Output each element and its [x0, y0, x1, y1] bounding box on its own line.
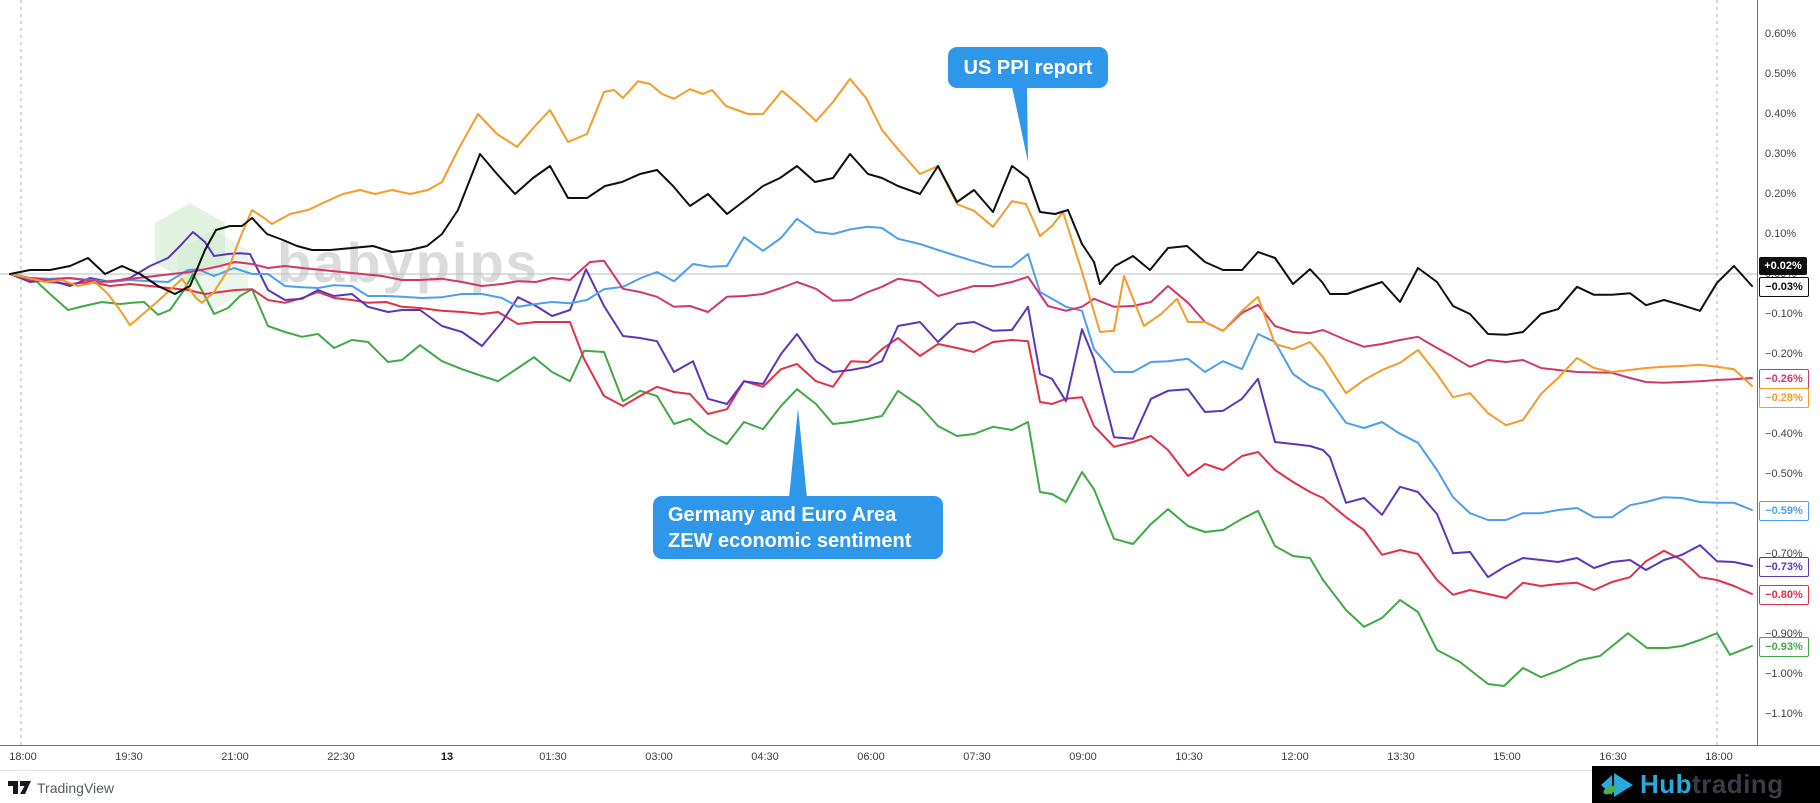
- price-value: −0.59%: [1759, 501, 1809, 521]
- price-axis-line: [1757, 0, 1758, 745]
- x-axis-tick-label: 07:30: [963, 751, 991, 763]
- y-axis-tick-label: 0.10%: [1765, 228, 1797, 240]
- y-axis-tick-label: 0.60%: [1765, 28, 1797, 40]
- price-value: −0.73%: [1759, 557, 1809, 577]
- x-axis-tick-label: 10:30: [1175, 751, 1203, 763]
- hubtrading-word-primary: Hub: [1640, 769, 1693, 799]
- y-axis-tick-label: 0.50%: [1765, 68, 1797, 80]
- series-line-usdaud[interactable]: [9, 231, 1753, 579]
- y-axis-tick-label: 0.30%: [1765, 148, 1797, 160]
- y-axis-tick-label: 0.40%: [1765, 108, 1797, 120]
- hubtrading-word-secondary: trading: [1692, 769, 1784, 799]
- x-axis-tick-label: 22:30: [327, 751, 355, 763]
- series-line-usdeur[interactable]: [9, 217, 1753, 521]
- x-axis-tick-label: 01:30: [539, 751, 567, 763]
- x-axis-tick-label: 13:30: [1387, 751, 1415, 763]
- x-axis-tick-label: 18:00: [9, 751, 37, 763]
- price-value: −0.03%: [1759, 277, 1809, 297]
- callout-zew-economic-sentiment[interactable]: Germany and Euro Area ZEW economic sentim…: [653, 496, 943, 559]
- y-axis-tick-label: −0.50%: [1765, 468, 1803, 480]
- price-value: −0.93%: [1759, 637, 1809, 657]
- watermark-text: babypips: [277, 231, 539, 294]
- x-axis-tick-label: 06:00: [857, 751, 885, 763]
- x-axis-tick-label: 15:00: [1493, 751, 1521, 763]
- x-axis-tick-label: 04:30: [751, 751, 779, 763]
- price-chart-canvas[interactable]: babypips: [0, 0, 1757, 745]
- y-axis-tick-label: −0.40%: [1765, 428, 1803, 440]
- tradingview-attribution[interactable]: TradingView: [8, 779, 114, 796]
- x-axis-tick-label: 03:00: [645, 751, 673, 763]
- hubtrading-logo-icon: [1601, 772, 1633, 797]
- price-value: −0.26%: [1759, 369, 1809, 389]
- y-axis-tick-label: −0.20%: [1765, 348, 1803, 360]
- series-line-usdnzd[interactable]: [9, 273, 1753, 687]
- axis-bottom-separator: [0, 770, 1820, 771]
- callout-text: US PPI report: [963, 56, 1093, 79]
- time-axis-line: [0, 745, 1820, 746]
- x-axis-tick-label: 18:00: [1705, 751, 1733, 763]
- y-axis-tick-label: −1.00%: [1765, 668, 1803, 680]
- price-value: +0.02%: [1759, 257, 1807, 275]
- x-axis-tick-label: 19:30: [115, 751, 143, 763]
- callout-us-ppi-report[interactable]: US PPI report: [948, 47, 1108, 88]
- callout-text: Germany and Euro Area: [668, 503, 897, 526]
- x-axis-tick-label: 12:00: [1281, 751, 1309, 763]
- x-axis-tick-label: 13: [440, 751, 454, 763]
- price-value: −0.80%: [1759, 585, 1809, 605]
- x-axis-tick-label: 09:00: [1069, 751, 1097, 763]
- x-axis-tick-label: 16:30: [1599, 751, 1627, 763]
- tradingview-label: TradingView: [37, 779, 115, 796]
- series-line-usdchf[interactable]: [9, 153, 1753, 336]
- callout-text: ZEW economic sentiment: [668, 529, 912, 552]
- price-value: −0.28%: [1759, 388, 1809, 408]
- hubtrading-banner: Hub trading: [1592, 766, 1820, 803]
- series-line-usdjpy[interactable]: [9, 77, 1753, 427]
- y-axis-tick-label: −0.10%: [1765, 308, 1803, 320]
- y-axis-tick-label: 0.20%: [1765, 188, 1797, 200]
- series-line-usdcad[interactable]: [9, 259, 1753, 384]
- babypips-hexagon-icon: [155, 203, 225, 283]
- tradingview-logo-icon: [8, 781, 31, 794]
- y-axis-tick-label: −1.10%: [1765, 708, 1803, 720]
- callout-tail-zew-economic-sentiment: [789, 408, 807, 498]
- x-axis-tick-label: 21:00: [221, 751, 249, 763]
- callout-tail-us-ppi-report: [1012, 87, 1028, 162]
